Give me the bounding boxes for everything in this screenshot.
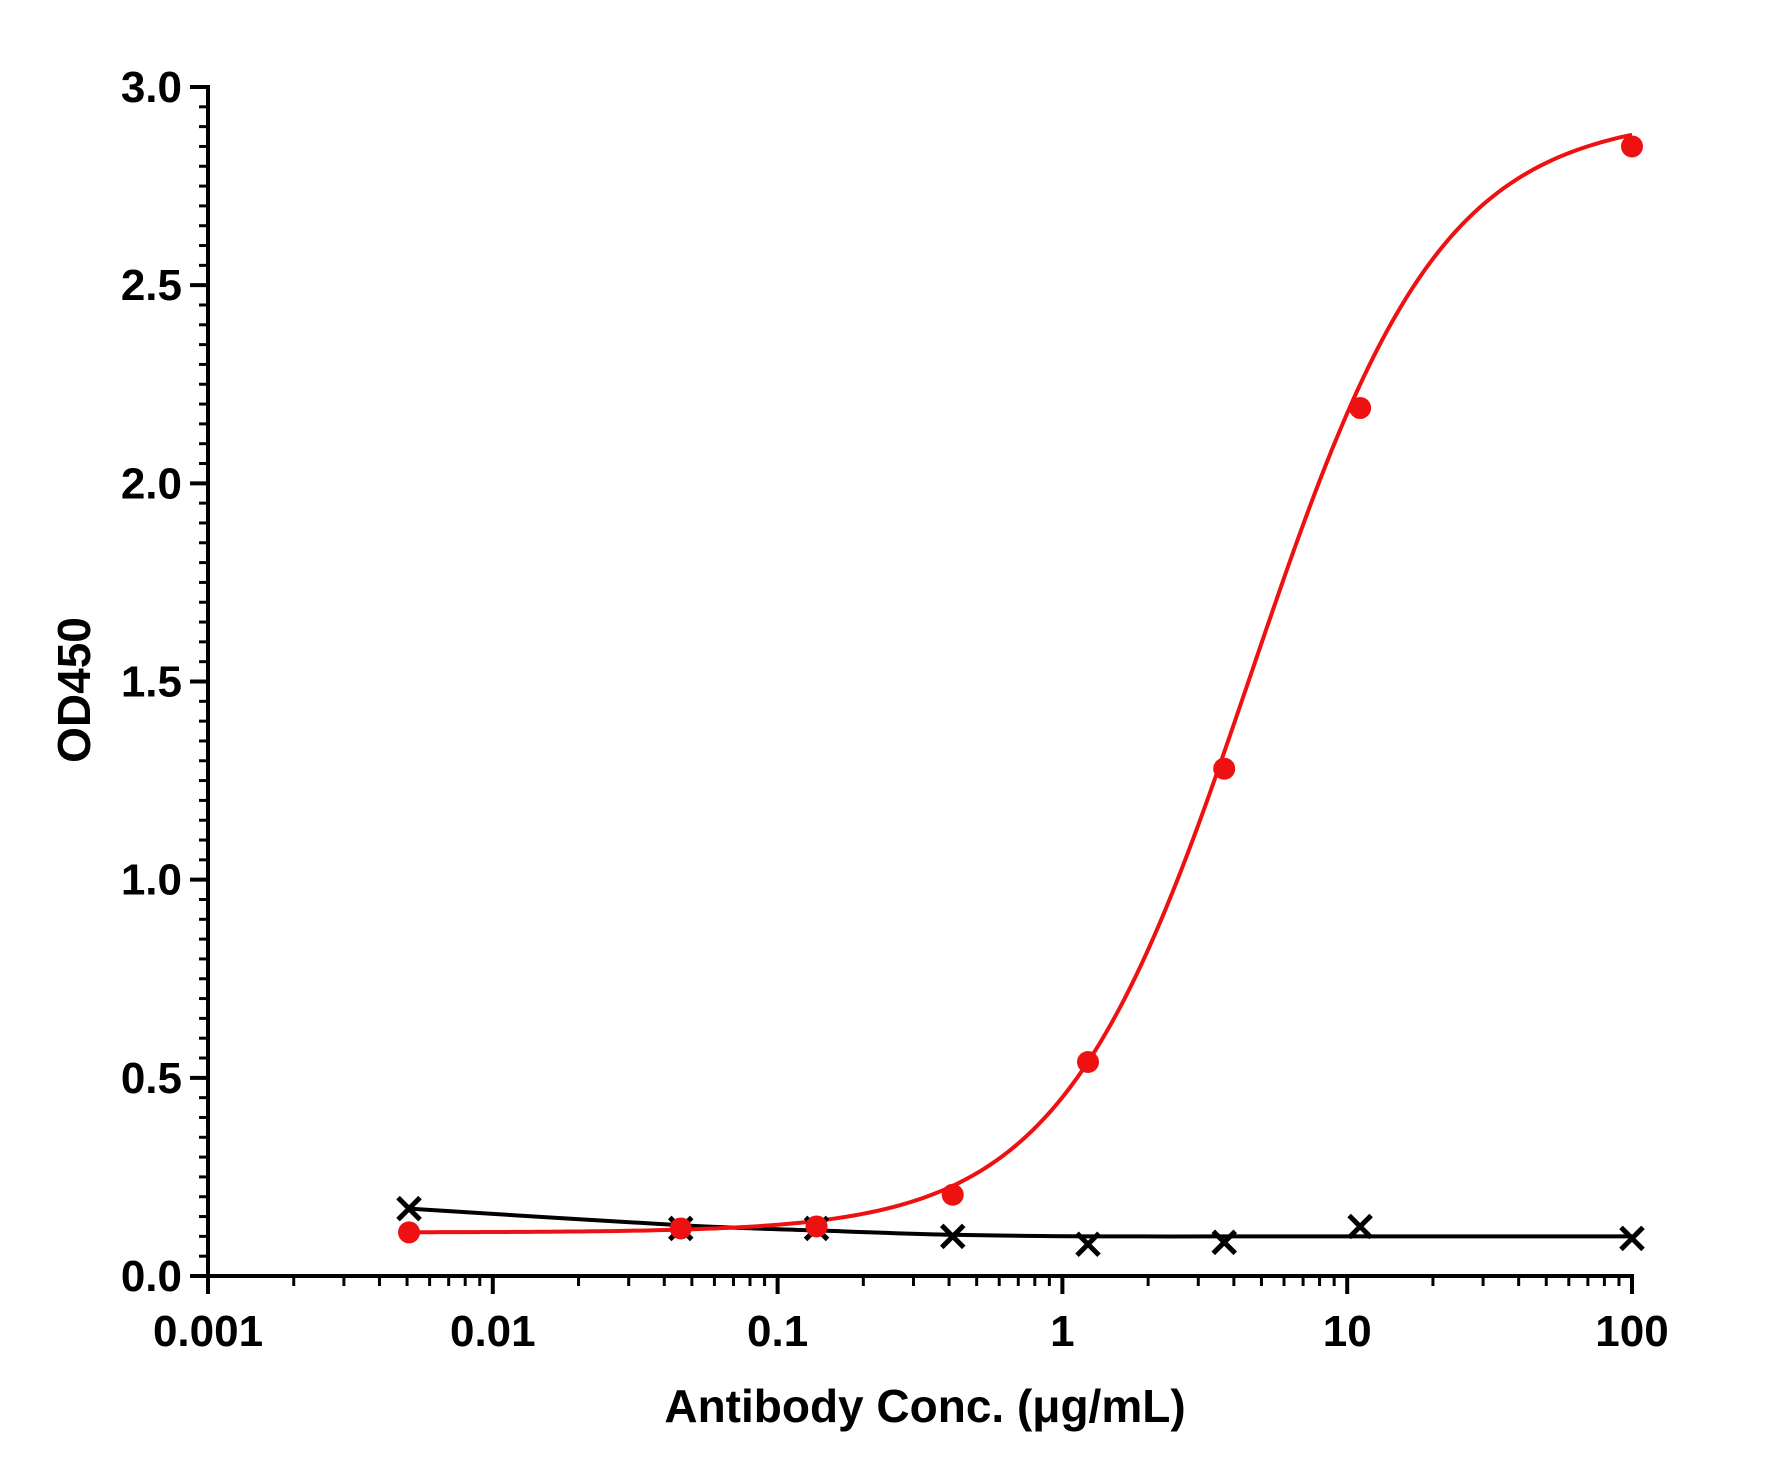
axes: 0.0 0.5 1.0 1.5 2.0 2.5 3.0 0.001 0.01 0.1 1 10 100 bbox=[121, 63, 1669, 1356]
control-x-marker bbox=[1211, 1229, 1237, 1256]
x-tick-label: 0.01 bbox=[450, 1307, 536, 1356]
sample-fit-curve bbox=[409, 132, 1633, 1235]
control-x-marker-stroke bbox=[939, 1223, 966, 1250]
y-tick-label: 3.0 bbox=[121, 63, 182, 112]
control-x-marker bbox=[1075, 1231, 1101, 1258]
control-x-marker-stroke bbox=[1075, 1231, 1101, 1258]
y-tick-label: 2.5 bbox=[121, 261, 182, 310]
series-lines bbox=[408, 132, 1633, 1239]
x-axis-title: Antibody Conc. (μg/mL) bbox=[664, 1380, 1185, 1432]
sample-point bbox=[1621, 135, 1643, 158]
y-tick-label: 1.0 bbox=[121, 856, 182, 905]
y-tick-label: 0.0 bbox=[121, 1252, 182, 1301]
y-axis-title: OD450 bbox=[48, 617, 100, 763]
y-tick-label: 1.5 bbox=[121, 658, 182, 707]
control-x-marker-stroke bbox=[1619, 1225, 1645, 1252]
y-tick-label: 2.0 bbox=[121, 459, 182, 508]
x-tick-label: 0.001 bbox=[153, 1307, 263, 1356]
sample-point bbox=[1213, 757, 1236, 780]
sample-point bbox=[805, 1215, 828, 1238]
sample-point bbox=[398, 1221, 421, 1244]
control-x-marker-stroke bbox=[396, 1195, 422, 1222]
control-x-marker-stroke bbox=[1211, 1229, 1237, 1256]
control-x-marker bbox=[939, 1223, 966, 1250]
sample-point bbox=[1349, 397, 1372, 420]
sample-point bbox=[941, 1183, 964, 1206]
control-x-marker bbox=[1347, 1213, 1373, 1240]
x-tick-label: 100 bbox=[1595, 1307, 1668, 1356]
control-x-marker bbox=[1619, 1225, 1645, 1252]
control-x-marker-stroke bbox=[1347, 1213, 1373, 1240]
series-markers bbox=[396, 135, 1645, 1258]
x-tick-label: 0.1 bbox=[747, 1307, 808, 1356]
y-tick-label: 0.5 bbox=[121, 1054, 182, 1103]
control-x-marker bbox=[396, 1195, 422, 1222]
x-tick-label: 1 bbox=[1050, 1307, 1074, 1356]
sample-point bbox=[669, 1217, 692, 1240]
sample-point bbox=[1077, 1050, 1100, 1073]
x-tick-label: 10 bbox=[1323, 1307, 1372, 1356]
